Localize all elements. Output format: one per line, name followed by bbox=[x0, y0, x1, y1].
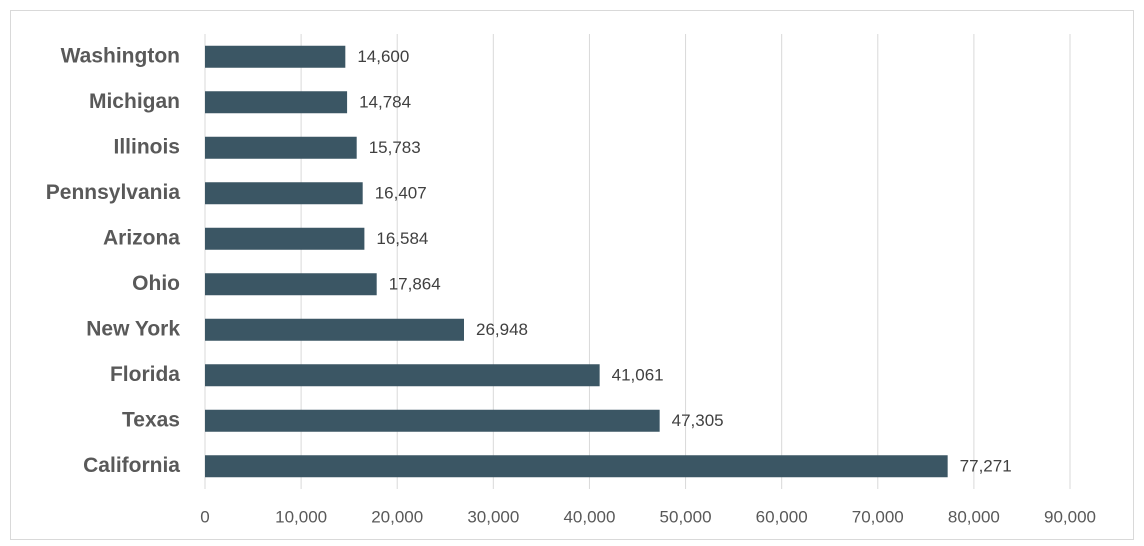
y-tick-label: Ohio bbox=[132, 272, 180, 295]
x-tick-label: 0 bbox=[200, 507, 209, 526]
x-tick-label: 80,000 bbox=[948, 507, 1000, 526]
y-tick-label: California bbox=[83, 454, 180, 477]
y-tick-label: Michigan bbox=[89, 90, 180, 113]
y-tick-label: Illinois bbox=[113, 135, 180, 158]
y-tick-label: Florida bbox=[110, 363, 180, 386]
value-label: 77,271 bbox=[960, 457, 1012, 476]
value-label: 47,305 bbox=[672, 411, 724, 430]
value-label: 16,407 bbox=[375, 184, 427, 203]
bar bbox=[205, 409, 660, 432]
value-label: 17,864 bbox=[389, 275, 441, 294]
bar bbox=[205, 227, 365, 250]
value-label: 15,783 bbox=[369, 138, 421, 157]
value-label: 14,784 bbox=[359, 93, 411, 112]
y-tick-label: New York bbox=[86, 317, 180, 340]
chart-border bbox=[10, 10, 1134, 540]
value-label: 16,584 bbox=[376, 229, 428, 248]
y-tick-label: Arizona bbox=[103, 226, 180, 249]
value-label: 14,600 bbox=[357, 47, 409, 66]
x-tick-label: 70,000 bbox=[852, 507, 904, 526]
bar bbox=[205, 45, 346, 68]
bar bbox=[205, 182, 363, 205]
bar bbox=[205, 91, 348, 114]
bar bbox=[205, 273, 377, 296]
value-label: 26,948 bbox=[476, 320, 528, 339]
x-tick-label: 10,000 bbox=[275, 507, 327, 526]
bar bbox=[205, 364, 600, 387]
x-tick-label: 40,000 bbox=[563, 507, 615, 526]
bar bbox=[205, 455, 948, 478]
y-tick-label: Texas bbox=[122, 408, 180, 431]
x-tick-label: 60,000 bbox=[756, 507, 808, 526]
y-tick-label: Pennsylvania bbox=[46, 181, 181, 204]
y-tick-label: Washington bbox=[61, 44, 180, 67]
x-tick-label: 50,000 bbox=[660, 507, 712, 526]
x-tick-label: 30,000 bbox=[467, 507, 519, 526]
x-tick-label: 90,000 bbox=[1044, 507, 1096, 526]
x-tick-label: 20,000 bbox=[371, 507, 423, 526]
bar bbox=[205, 136, 357, 159]
value-label: 41,061 bbox=[612, 366, 664, 385]
bar bbox=[205, 318, 465, 341]
